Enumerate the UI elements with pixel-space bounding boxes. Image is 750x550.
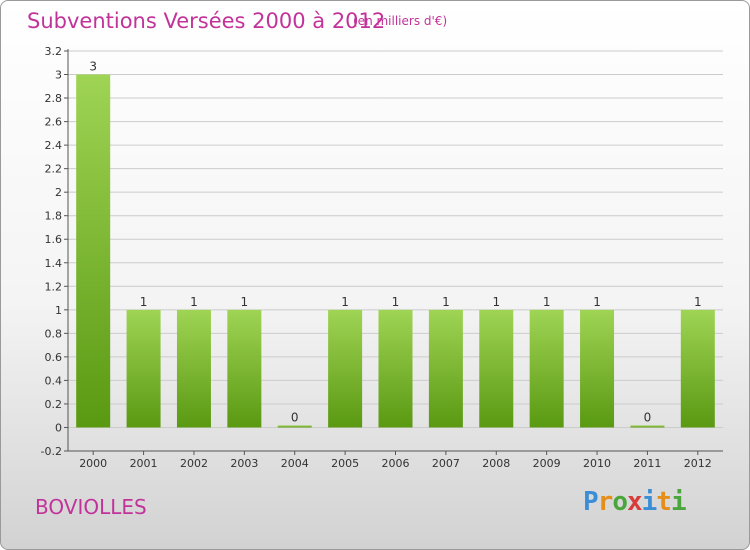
- x-tick-label: 2007: [432, 457, 460, 470]
- x-tick-label: 2001: [130, 457, 158, 470]
- brand-letter: t: [656, 487, 672, 517]
- x-tick-label: 2005: [331, 457, 359, 470]
- data-label: 1: [543, 295, 551, 309]
- brand-letter: x: [626, 487, 643, 517]
- data-label: 1: [593, 295, 601, 309]
- x-tick-label: 2003: [230, 457, 258, 470]
- brand-letter: o: [612, 487, 628, 517]
- chart-subtitle: (en milliers d'€): [353, 14, 448, 28]
- bar: [76, 74, 111, 428]
- x-tick-label: 2004: [281, 457, 309, 470]
- x-tick-label: 2011: [633, 457, 661, 470]
- data-label: 1: [392, 295, 400, 309]
- x-tick-label: 2009: [533, 457, 561, 470]
- y-tick-label: 2.2: [45, 163, 63, 176]
- bar: [680, 309, 715, 428]
- y-tick-label: 0.8: [45, 327, 63, 340]
- data-label: 0: [644, 410, 652, 424]
- bar: [126, 309, 161, 428]
- data-label: 1: [241, 295, 249, 309]
- chart-title: Subventions Versées 2000 à 2012: [27, 9, 386, 33]
- data-label: 1: [190, 295, 198, 309]
- commune-name: BOVIOLLES: [35, 495, 147, 519]
- y-tick-label: 2.4: [45, 139, 63, 152]
- data-label: 1: [492, 295, 500, 309]
- data-label: 0: [291, 410, 299, 424]
- data-label: 1: [341, 295, 349, 309]
- y-tick-label: -0.2: [41, 445, 62, 458]
- y-tick-label: 1: [55, 304, 62, 317]
- bar: [328, 309, 363, 428]
- y-tick-label: 2.6: [45, 116, 63, 129]
- axes: [64, 49, 723, 455]
- bar: [630, 425, 665, 428]
- bars: [76, 74, 715, 428]
- data-label: 1: [442, 295, 450, 309]
- y-tick-label: 1.2: [45, 280, 63, 293]
- y-tick-label: 1.4: [45, 257, 63, 270]
- labels: -0.2 0 0.2 0.4 0.6 0.8 1 1.2 1.4 1.6 1.8 2 2.2 2.4 2.6…: [41, 45, 712, 470]
- x-tick-label: 2006: [382, 457, 410, 470]
- brand-letter: i: [641, 487, 658, 517]
- y-tick-label: 2: [55, 186, 62, 199]
- data-label: 1: [694, 295, 702, 309]
- brand-logo[interactable]: Proxiti: [583, 487, 687, 517]
- x-tick-label: 2008: [482, 457, 510, 470]
- brand-letter: i: [670, 487, 687, 517]
- x-tick-label: 2012: [684, 457, 712, 470]
- y-tick-label: 3: [55, 69, 62, 82]
- brand-letter: P: [583, 487, 599, 517]
- y-tick-label: 0.4: [45, 374, 63, 387]
- bar: [227, 309, 262, 428]
- x-tick-label: 2000: [79, 457, 107, 470]
- bar: [428, 309, 463, 428]
- y-tick-label: 1.8: [45, 210, 63, 223]
- bar: [378, 309, 413, 428]
- y-tick-label: 1.6: [45, 233, 63, 246]
- bar: [529, 309, 564, 428]
- bar: [580, 309, 615, 428]
- y-tick-label: 0.2: [45, 398, 63, 411]
- y-tick-label: 0: [55, 421, 62, 434]
- x-tick-label: 2002: [180, 457, 208, 470]
- bar: [176, 309, 211, 428]
- bar: [479, 309, 514, 428]
- bar: [277, 425, 312, 428]
- y-tick-label: 2.8: [45, 92, 63, 105]
- data-label: 1: [140, 295, 148, 309]
- y-tick-label: 3.2: [45, 45, 63, 58]
- brand-letter: r: [597, 487, 614, 517]
- y-tick-label: 0.6: [45, 351, 63, 364]
- x-tick-label: 2010: [583, 457, 611, 470]
- data-label: 3: [89, 60, 97, 74]
